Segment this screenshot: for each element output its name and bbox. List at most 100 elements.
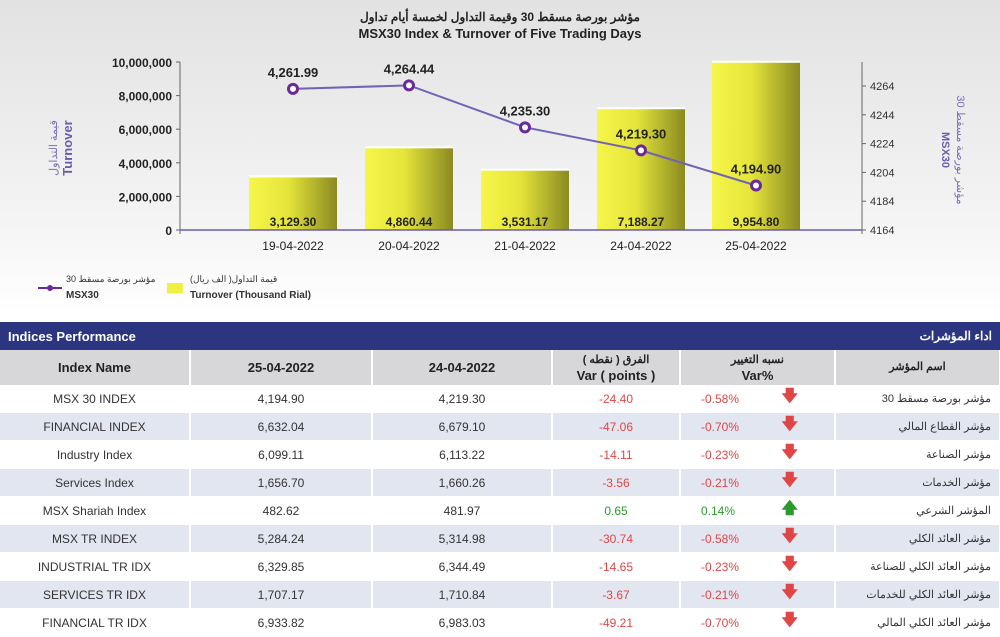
msx30-point — [287, 82, 299, 95]
var-points: -30.74 — [552, 524, 681, 553]
var-pct-cell: -0.70% 🡇 — [680, 412, 836, 441]
left-tick-label: 6,000,000 — [119, 123, 173, 137]
value-date-2: 4,219.30 — [372, 385, 553, 413]
turnover-bar — [597, 109, 685, 230]
var-pct: -0.23% — [701, 447, 740, 462]
arrow-down-icon: 🡇 — [781, 472, 798, 489]
msx30-value-label: 4,264.44 — [384, 61, 435, 76]
legend-bar-swatch-icon — [167, 283, 183, 293]
x-tick-label: 20-04-2022 — [378, 239, 440, 253]
col-var: الفرق ( نقطه ) Var ( points ) — [552, 350, 681, 385]
index-name: SERVICES TR IDX — [0, 580, 191, 609]
index-name-ar: مؤشر العائد الكلي المالي — [835, 608, 1000, 637]
var-pct: -0.58% — [701, 531, 740, 546]
value-date-1: 4,194.90 — [190, 385, 373, 413]
var-pct: -0.70% — [701, 419, 740, 434]
right-tick-label: 4264 — [870, 81, 894, 93]
index-name-ar: المؤشر الشرعي — [835, 496, 1000, 525]
value-date-1: 1,656.70 — [190, 468, 373, 497]
var-pct: -0.23% — [701, 559, 740, 574]
table-row: SERVICES TR IDX 1,707.17 1,710.84 -3.67 … — [0, 580, 1000, 609]
col-date-2: 24-04-2022 — [372, 350, 553, 385]
index-name-ar: مؤشر بورصة مسقط 30 — [835, 385, 1000, 413]
bar-value-label: 9,954.80 — [733, 215, 780, 229]
var-points: -24.40 — [552, 385, 681, 413]
var-pct-cell: 0.14% 🡅 — [680, 496, 836, 525]
bar-value-label: 3,129.30 — [270, 215, 317, 229]
var-points: -3.56 — [552, 468, 681, 497]
value-date-1: 6,632.04 — [190, 412, 373, 441]
panel-header: Indices Performance اداء المؤشرات — [0, 322, 1000, 350]
msx30-point — [403, 79, 415, 92]
var-pct-cell: -0.23% 🡇 — [680, 552, 836, 581]
left-tick-label: 0 — [165, 224, 172, 238]
table-row: MSX 30 INDEX 4,194.90 4,219.30 -24.40 -0… — [0, 385, 1000, 413]
value-date-1: 6,329.85 — [190, 552, 373, 581]
bar-value-label: 3,531.17 — [502, 215, 549, 229]
msx30-value-label: 4,235.30 — [500, 103, 551, 118]
left-tick-label: 8,000,000 — [119, 90, 173, 104]
col-index-name: Index Name — [0, 350, 191, 385]
right-tick-label: 4244 — [870, 110, 894, 122]
col-pct: نسبه التغيير Var% — [680, 350, 836, 385]
var-pct: -0.21% — [701, 475, 740, 490]
var-points: -14.11 — [552, 440, 681, 469]
index-name: Services Index — [0, 468, 191, 497]
table-header-row: Index Name 25-04-2022 24-04-2022 الفرق (… — [0, 350, 1000, 385]
chart-title: MSX30 Index & Turnover of Five Trading D… — [359, 26, 642, 41]
value-date-2: 6,679.10 — [372, 412, 553, 441]
bar-value-label: 7,188.27 — [618, 215, 665, 229]
table-row: Services Index 1,656.70 1,660.26 -3.56 -… — [0, 468, 1000, 497]
arrow-up-icon: 🡅 — [781, 500, 798, 517]
msx30-value-label: 4,219.30 — [616, 126, 667, 141]
var-pct-cell: -0.58% 🡇 — [680, 524, 836, 553]
combo-chart: مؤشر بورصة مسقط 30 وقيمة التداول لخمسة أ… — [38, 9, 966, 301]
col-var-ar: الفرق ( نقطه ) — [582, 353, 650, 366]
var-pct-cell: -0.70% 🡇 — [680, 608, 836, 637]
value-date-2: 1,710.84 — [372, 580, 553, 609]
index-name-ar: مؤشر العائد الكلي — [835, 524, 1000, 553]
var-points: -3.67 — [552, 580, 681, 609]
var-pct: -0.21% — [701, 587, 740, 602]
index-name: FINANCIAL INDEX — [0, 412, 191, 441]
x-tick-label: 21-04-2022 — [494, 239, 556, 253]
arrow-down-icon: 🡇 — [781, 612, 798, 629]
table-row: MSX TR INDEX 5,284.24 5,314.98 -30.74 -0… — [0, 524, 1000, 553]
legend-turnover-ar: قيمة التداول( الف ريال) — [190, 274, 277, 285]
msx30-point — [750, 179, 762, 192]
value-date-1: 5,284.24 — [190, 524, 373, 553]
var-pct-cell: -0.21% 🡇 — [680, 468, 836, 497]
left-tick-label: 10,000,000 — [112, 56, 172, 70]
left-axis-label: Turnover — [60, 120, 75, 175]
msx30-value-label: 4,194.90 — [731, 162, 782, 177]
var-pct-cell: -0.58% 🡇 — [680, 385, 836, 413]
panel-title: Indices Performance — [8, 328, 136, 344]
index-name-ar: مؤشر العائد الكلي للخدمات — [835, 580, 1000, 609]
bar-value-label: 4,860.44 — [386, 215, 433, 229]
col-var-en: Var ( points ) — [576, 367, 656, 383]
value-date-1: 482.62 — [190, 496, 373, 525]
arrow-down-icon: 🡇 — [781, 556, 798, 573]
left-axis-label-ar: قيمة التداول — [48, 120, 60, 176]
col-index-name-ar: اسم المؤشر — [835, 350, 1000, 385]
arrow-down-icon: 🡇 — [781, 528, 798, 545]
index-name: INDUSTRIAL TR IDX — [0, 552, 191, 581]
index-name: MSX TR INDEX — [0, 524, 191, 553]
legend-marker-icon — [47, 285, 53, 291]
index-name-ar: مؤشر الصناعة — [835, 440, 1000, 469]
index-name-ar: مؤشر العائد الكلي للصناعة — [835, 552, 1000, 581]
index-name-ar: مؤشر الخدمات — [835, 468, 1000, 497]
var-pct-cell: -0.21% 🡇 — [680, 580, 836, 609]
var-points: 0.65 — [552, 496, 681, 525]
index-name-ar: مؤشر القطاع المالي — [835, 412, 1000, 441]
var-points: -14.65 — [552, 552, 681, 581]
var-pct: -0.70% — [701, 615, 740, 630]
index-name: Industry Index — [0, 440, 191, 469]
msx30-point — [519, 121, 531, 134]
indices-table: Index Name 25-04-2022 24-04-2022 الفرق (… — [0, 350, 1000, 637]
var-pct: 0.14% — [701, 503, 736, 518]
right-tick-label: 4164 — [870, 225, 894, 237]
chart-area: مؤشر بورصة مسقط 30 وقيمة التداول لخمسة أ… — [0, 0, 1000, 312]
turnover-bar — [481, 170, 569, 230]
right-tick-label: 4184 — [870, 196, 894, 208]
